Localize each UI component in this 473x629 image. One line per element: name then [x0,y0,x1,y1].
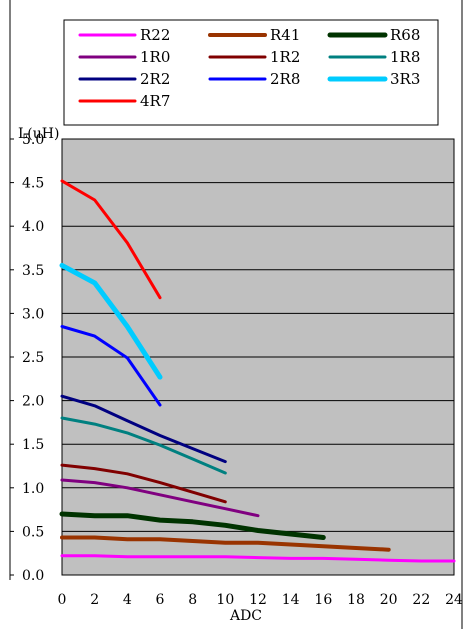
series-line-4r7 [60,179,162,300]
x-tick-label: 8 [188,592,197,608]
y-tick-label: 2.0 [22,394,44,410]
x-tick-label: 24 [445,592,463,608]
series-line-2r8 [60,325,162,407]
y-tick-label: 3.5 [22,263,44,279]
y-axis-ticks: 0.0 0.5 1.0 1.5 2.0 2.5 3.0 3.5 4.0 4.5 5.0 [10,132,44,584]
y-tick-label: 0.0 [22,568,44,584]
legend-label-r68: R68 [390,26,420,44]
legend-label-1r0: 1R0 [140,48,170,66]
legend: R22 R41 R68 1R0 1R2 1R8 2R2 2R8 3R3 4R7 [78,26,420,110]
series-line-r22 [60,554,456,563]
y-tick-label: 2.5 [22,350,44,366]
legend-label-r22: R22 [140,26,170,44]
x-tick-label: 10 [216,592,234,608]
series-line-1r0 [60,478,260,518]
series-line-1r8 [60,416,227,475]
x-tick-label: 18 [347,592,365,608]
x-tick-label: 0 [58,592,67,608]
legend-label-2r8: 2R8 [270,70,300,88]
x-axis-title: ADC [229,608,262,624]
series-line-r41 [60,535,391,552]
x-tick-label: 16 [314,592,332,608]
series-line-3r3 [59,262,163,380]
x-tick-label: 12 [249,592,267,608]
legend-label-1r2: 1R2 [270,48,300,66]
series-line-1r2 [60,463,227,504]
x-tick-label: 20 [380,592,398,608]
y-tick-label: 5.0 [22,132,44,148]
y-tick-label: 3.0 [22,306,44,322]
y-tick-label: 1.0 [22,481,44,497]
series-lines [59,179,456,563]
legend-label-4r7: 4R7 [140,92,170,110]
x-tick-label: 4 [123,592,132,608]
legend-label-r41: R41 [270,26,300,44]
x-tick-label: 2 [90,592,99,608]
y-tick-label: 4.5 [22,176,44,192]
y-axis-title: L(uH) [18,126,59,142]
legend-label-1r8: 1R8 [390,48,420,66]
x-tick-label: 22 [412,592,430,608]
y-tick-label: 4.0 [22,219,44,235]
x-axis-ticks: 0 2 4 6 8 10 12 14 16 18 20 22 24 [58,592,463,608]
x-tick-label: 6 [156,592,165,608]
legend-label-2r2: 2R2 [140,70,170,88]
series-line-r68 [59,511,326,540]
y-tick-label: 0.5 [22,524,44,540]
x-tick-label: 14 [282,592,300,608]
legend-label-3r3: 3R3 [390,70,420,88]
y-tick-label: 1.5 [22,437,44,453]
series-line-2r2 [60,394,227,464]
